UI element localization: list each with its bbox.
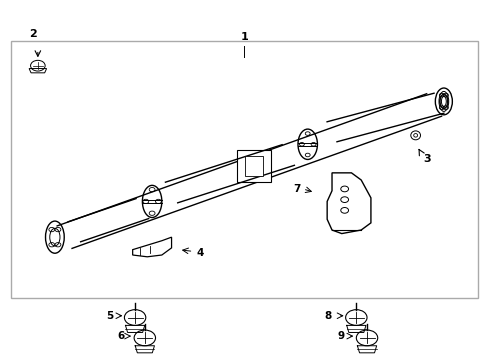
Text: 4: 4 — [196, 248, 203, 258]
Text: 5: 5 — [105, 311, 113, 321]
FancyBboxPatch shape — [237, 150, 271, 182]
FancyBboxPatch shape — [11, 41, 477, 298]
Text: 8: 8 — [324, 311, 331, 321]
Text: 9: 9 — [337, 331, 344, 341]
Ellipse shape — [413, 134, 417, 137]
Text: 2: 2 — [29, 28, 37, 39]
Text: 7: 7 — [293, 184, 300, 194]
Text: 6: 6 — [117, 331, 124, 341]
Text: 3: 3 — [422, 154, 430, 163]
Text: 1: 1 — [240, 32, 248, 42]
FancyBboxPatch shape — [245, 156, 263, 176]
